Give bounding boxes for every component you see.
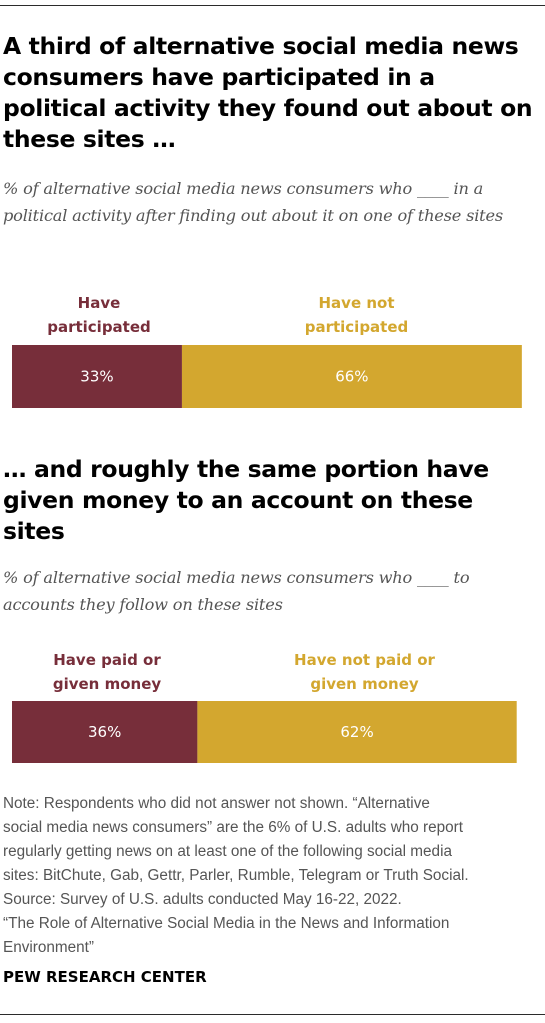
chart-2-category-label-paid-line1: Have paid or — [53, 651, 161, 669]
chart-1-bar-segment-1 — [12, 345, 182, 408]
chart-2-title: … and roughly the same portion have give… — [3, 455, 489, 545]
chart-1-category-label-participated: Have participated — [12, 291, 186, 339]
chart-1-category-label-participated-line2: participated — [47, 318, 151, 336]
footnote-line: Note: Respondents who did not answer not… — [3, 795, 430, 812]
chart-2-value-label-1: 36% — [88, 723, 121, 741]
chart-2-category-label-not-paid: Have not paid or given money — [202, 648, 527, 696]
chart-1-category-label-not-participated-line1: Have not — [318, 294, 395, 312]
chart-2-category-label-not-paid-line2: given money — [310, 675, 419, 693]
chart-1-value-label-2: 66% — [335, 368, 368, 386]
bottom-rule — [0, 1014, 545, 1015]
chart-2-category-label-paid: Have paid or given money — [12, 648, 202, 696]
chart-2-subtitle: % of alternative social media news consu… — [3, 568, 470, 614]
chart-2-bar-segment-1 — [12, 701, 198, 763]
footnote-line: sites: BitChute, Gab, Gettr, Parler, Rum… — [3, 867, 469, 884]
chart-2-category-label-not-paid-line1: Have not paid or — [294, 651, 435, 669]
chart-1-category-label-not-participated: Have not participated — [186, 291, 527, 339]
chart-1-stacked-bar: 33% 66% — [12, 345, 522, 408]
chart-2-value-label-2: 62% — [340, 723, 373, 741]
footnote-line: “The Role of Alternative Social Media in… — [3, 915, 450, 932]
footnote: Note: Respondents who did not answer not… — [3, 792, 543, 960]
chart-1-category-label-not-participated-line2: participated — [304, 318, 409, 336]
brand-name: PEW RESEARCH CENTER — [3, 968, 207, 986]
footnote-line: social media news consumers” are the 6% … — [3, 819, 463, 836]
top-rule — [0, 5, 545, 6]
chart-1-subtitle: % of alternative social media news consu… — [3, 179, 503, 225]
chart-1-category-label-participated-line1: Have — [77, 294, 121, 312]
chart-1-title: A third of alternative social media news… — [3, 32, 533, 153]
footnote-line: Environment” — [3, 939, 94, 956]
chart-1-bar-segment-2 — [181, 345, 522, 408]
chart-1-value-label-1: 33% — [80, 368, 113, 386]
chart-2-category-label-paid-line2: given money — [52, 675, 162, 693]
chart-2-bar-segment-2 — [197, 701, 517, 763]
footnote-line: regularly getting news on at least one o… — [3, 843, 452, 860]
footnote-line: Source: Survey of U.S. adults conducted … — [3, 891, 402, 908]
chart-2-stacked-bar: 36% 62% — [12, 701, 517, 763]
